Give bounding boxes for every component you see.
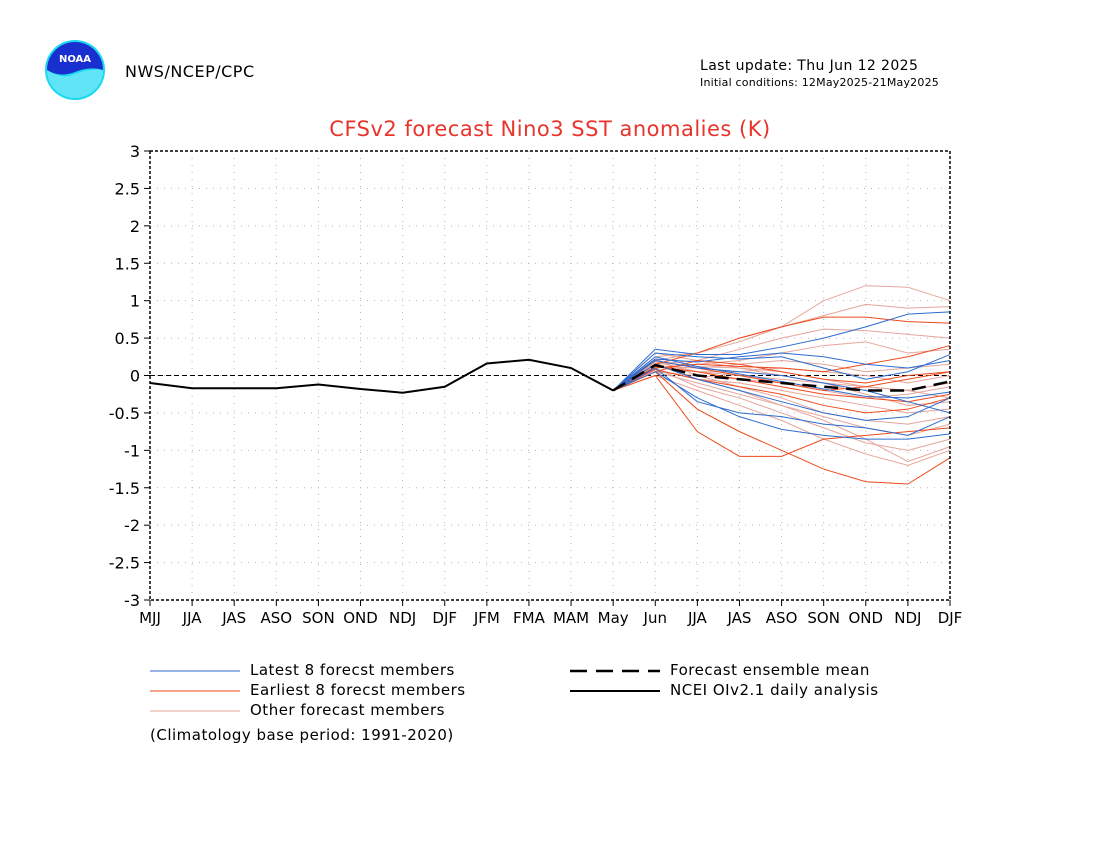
y-tick-label: -2.5 xyxy=(109,554,140,573)
earliest-member-line xyxy=(612,374,951,457)
x-tick-label: NDJ xyxy=(389,609,416,627)
y-tick-label: 1.5 xyxy=(115,254,140,273)
x-tick-label: MJJ xyxy=(139,609,161,627)
y-tick-label: -2 xyxy=(124,516,140,535)
logo-wave-shape xyxy=(47,69,103,98)
legend-label-other: Other forecast members xyxy=(250,701,445,719)
earliest-member-line xyxy=(612,366,951,403)
legend-lines xyxy=(150,669,660,712)
y-tick-label: 3 xyxy=(130,142,140,161)
climatology-note: (Climatology base period: 1991-2020) xyxy=(150,726,454,744)
x-tick-label: DJF xyxy=(938,609,963,627)
x-tick-label: ASO xyxy=(261,609,293,627)
logo-bird-shape xyxy=(47,42,103,75)
x-tick-label: JJA xyxy=(182,609,203,627)
y-tick-label: -3 xyxy=(124,591,140,610)
y-tick-label: -1.5 xyxy=(109,479,140,498)
observed-analysis-line xyxy=(149,358,614,394)
x-tick-label: FMA xyxy=(513,609,546,627)
earliest-member-line xyxy=(612,345,951,391)
latest-member-line xyxy=(612,363,951,421)
legend-label-earliest: Earliest 8 forecst members xyxy=(250,681,466,699)
latest-member-line xyxy=(612,371,951,440)
initial-conditions: Initial conditions: 12May2025-21May2025 xyxy=(700,76,939,89)
other-member-line xyxy=(612,367,951,451)
x-tick-label: MAM xyxy=(553,609,589,627)
latest-member-line xyxy=(612,311,951,391)
x-tick-label: JAS xyxy=(726,609,751,627)
plot-frame xyxy=(149,150,951,601)
y-tick-label: 2 xyxy=(130,217,140,236)
x-tick-label: Jun xyxy=(643,609,667,627)
earliest-member-line xyxy=(612,371,951,485)
other-member-line xyxy=(612,374,951,466)
latest-member-line xyxy=(612,352,951,391)
agency-label: NWS/NCEP/CPC xyxy=(125,62,255,81)
legend-label-mean: Forecast ensemble mean xyxy=(670,661,870,679)
ensemble-mean-line xyxy=(612,363,951,392)
x-tick-label: OND xyxy=(849,609,884,627)
chart-title: CFSv2 forecast Nino3 SST anomalies (K) xyxy=(329,117,770,141)
x-tick-label: ASO xyxy=(766,609,798,627)
x-tick-label: OND xyxy=(343,609,378,627)
y-tick-label: 0.5 xyxy=(115,329,140,348)
other-member-line xyxy=(612,358,951,425)
y-tick-label: -0.5 xyxy=(109,404,140,423)
y-tick-label: 0 xyxy=(130,367,140,386)
x-tick-label: SON xyxy=(807,609,840,627)
x-tick-label: SON xyxy=(302,609,335,627)
y-tick-label: -1 xyxy=(124,441,140,460)
last-update: Last update: Thu Jun 12 2025 xyxy=(700,58,919,74)
x-tick-label: JJA xyxy=(687,609,708,627)
latest-member-line xyxy=(612,352,951,391)
x-tick-label: DJF xyxy=(432,609,457,627)
x-tick-label: NDJ xyxy=(894,609,921,627)
legend-label-latest: Latest 8 forecst members xyxy=(250,661,455,679)
x-tick-label: May xyxy=(598,609,629,627)
latest-member-line xyxy=(612,367,951,436)
earliest-member-line xyxy=(612,368,951,414)
legend-label-obs: NCEI OIv2.1 daily analysis xyxy=(670,681,879,699)
y-tick-label: 2.5 xyxy=(115,179,140,198)
x-tick-label: JFM xyxy=(473,609,500,627)
x-tick-label: JAS xyxy=(221,609,246,627)
logo-text: NOAA xyxy=(59,54,91,65)
noaa-logo: NOAA xyxy=(45,40,105,100)
y-tick-label: 1 xyxy=(130,292,140,311)
